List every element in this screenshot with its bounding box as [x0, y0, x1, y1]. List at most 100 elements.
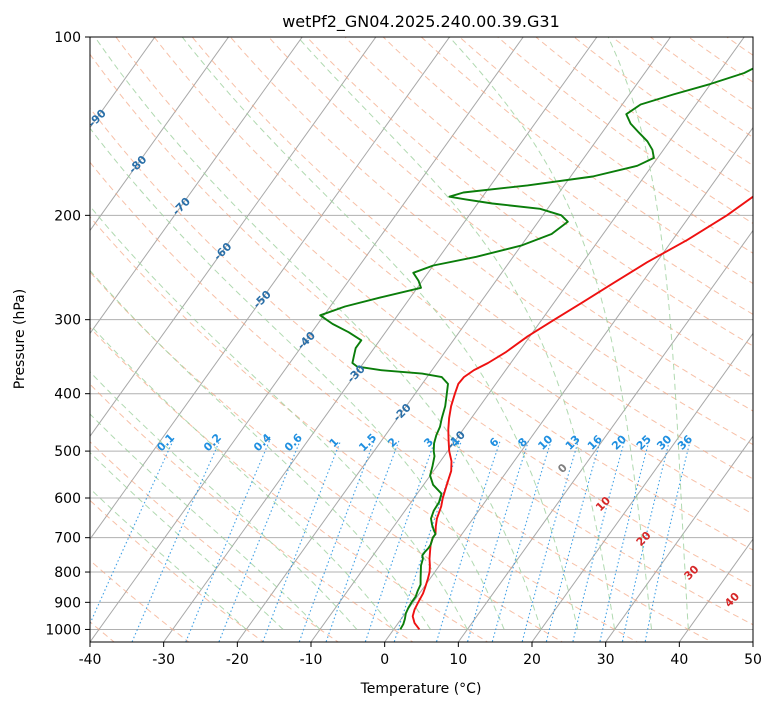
moist-adiabat [90, 413, 321, 630]
dry-adiabat [649, 37, 753, 111]
sounding-lines [319, 67, 753, 630]
moist-adiabat [90, 371, 358, 630]
moist-adiabat [181, 37, 579, 630]
y-tick-label: 700 [54, 531, 81, 547]
x-tick-label: 40 [670, 652, 688, 668]
x-tick-label: -20 [226, 652, 249, 668]
mixing-ratio-line [218, 440, 301, 642]
mixing-ratio-line [364, 440, 436, 642]
dry-adiabat [191, 37, 753, 480]
dry-adiabat [611, 37, 753, 138]
x-tick-label: 30 [597, 652, 615, 668]
dry-adiabat [573, 37, 753, 167]
moist-adiabat [90, 269, 431, 630]
mixing-ratio-line [435, 440, 501, 642]
background-grid [90, 37, 753, 642]
mixing-ratio-line [545, 440, 601, 642]
x-tick-label: -30 [152, 652, 175, 668]
reference-line-labels: -100-90-80-70-60-50-40-30-20-100.1 0.2 0.4… [41, 59, 742, 610]
dry-adiabat [344, 37, 753, 347]
x-axis-label: Temperature (°C) [360, 681, 482, 697]
dry-adiabat [90, 326, 489, 642]
dewpoint-profile [319, 67, 753, 630]
dry-adiabat [458, 37, 753, 254]
y-tick-label: 500 [54, 444, 81, 460]
isotherm-gridline [678, 538, 753, 642]
moist-adiabat [90, 324, 395, 630]
y-tick-label: 200 [54, 208, 81, 224]
moist-adiabat [90, 205, 468, 630]
y-tick-label: 800 [54, 565, 81, 581]
y-tick-label: 900 [54, 595, 81, 611]
isotherm-gridline [90, 37, 451, 540]
moist-adiabat [448, 37, 652, 630]
isotherm-label: -50 [251, 288, 274, 311]
isotherm-gridline [531, 332, 753, 642]
mixing-ratio-label: 20 [609, 432, 629, 452]
plot-frame [89, 36, 754, 643]
dry-adiabat [153, 37, 753, 515]
isotherm-label: -30 [345, 362, 368, 385]
moist-adiabat-label: 10 [593, 494, 613, 514]
isotherm-label: -20 [391, 401, 414, 424]
dry-adiabat [267, 37, 753, 412]
mixing-ratio-line [599, 440, 650, 642]
x-tick-label: -40 [79, 652, 102, 668]
y-tick-label: 600 [54, 491, 81, 507]
mixing-ratio-label: 30 [654, 432, 674, 452]
mixing-ratio-label: 13 [563, 433, 583, 453]
isotherm-gridline [90, 37, 230, 232]
temperature-profile [411, 195, 753, 630]
dry-adiabat [229, 37, 753, 446]
mixing-ratio-label: 1 [327, 435, 342, 450]
moist-adiabat [90, 451, 284, 630]
x-tick-label: 0 [380, 652, 389, 668]
dry-adiabat [115, 37, 753, 551]
x-tick-label: 50 [744, 652, 762, 668]
x-tick-label: -10 [300, 652, 323, 668]
isotherm-label: -70 [170, 195, 193, 218]
mixing-ratio-label: 25 [634, 433, 654, 453]
isotherm-label: -80 [126, 153, 149, 176]
isotherm-gridline [457, 229, 753, 642]
dry-adiabat [420, 37, 753, 285]
mixing-ratio-line [262, 440, 342, 642]
moist-adiabat [94, 37, 542, 630]
y-tick-label: 400 [54, 387, 81, 403]
moist-adiabat [607, 37, 689, 630]
isotherm-gridline [163, 37, 598, 642]
mixing-ratio-line [572, 440, 626, 642]
dry-adiabat [90, 271, 564, 642]
y-tick-label: 300 [54, 313, 81, 329]
isotherm-gridline [752, 641, 753, 642]
y-tick-label: 1000 [45, 622, 81, 638]
dry-adiabat [90, 441, 340, 642]
dry-adiabat [535, 37, 753, 195]
isotherm-label: -100 [41, 59, 70, 88]
moist-adiabat [90, 487, 247, 630]
axes: -40 -30 -20 -10 0 10 20 30 40 50 1000 900 800 700 600 5… [45, 30, 762, 668]
dry-adiabat [90, 161, 713, 642]
x-tick-label: 10 [449, 652, 467, 668]
mixing-ratio-line [621, 440, 671, 642]
mixing-ratio-line [131, 440, 221, 642]
isotherm-label: -90 [86, 106, 109, 129]
dry-adiabat [90, 499, 265, 642]
x-tick-label: 20 [523, 652, 541, 668]
chart-title: wetPf2_GN04.2025.240.00.39.G31 [282, 12, 560, 32]
moist-adiabat [297, 37, 616, 630]
moist-adiabat-label: 40 [722, 590, 742, 610]
isotherm-label: -40 [295, 329, 318, 352]
mixing-ratio-label: 16 [585, 432, 605, 452]
y-axis-label: Pressure (hPa) [12, 289, 28, 389]
mixing-ratio-label: 10 [535, 432, 555, 452]
dry-adiabat [90, 216, 639, 642]
isotherm-gridline [90, 37, 303, 335]
mixing-ratio-line [325, 440, 400, 642]
dry-adiabat [90, 107, 753, 626]
isotherm-gridline [90, 37, 156, 129]
isotherm-gridline [90, 37, 377, 438]
isotherm-gridline [310, 37, 745, 642]
y-tick-label: 100 [54, 30, 81, 46]
